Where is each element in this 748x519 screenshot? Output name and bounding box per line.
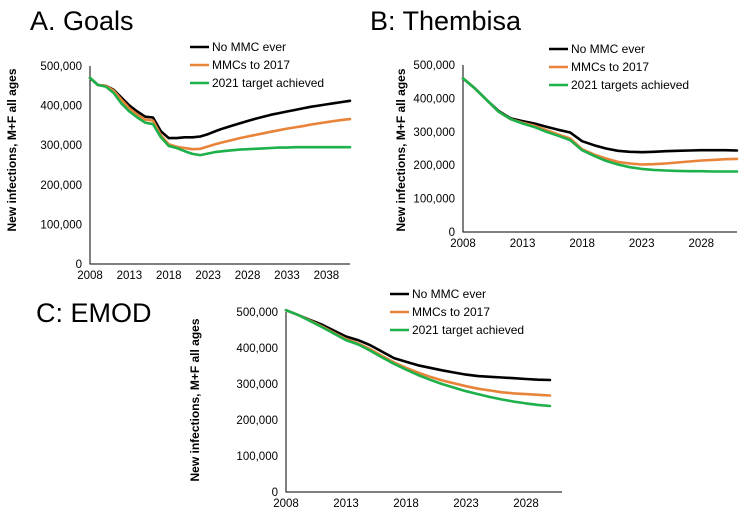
y-tick-label: 500,000 bbox=[236, 307, 278, 319]
y-tick-labels-goals: 0 100,000 200,000 300,000 400,000 500,000 bbox=[40, 61, 82, 271]
panel-goals: A. Goals New infections, M+F all ages 0 1… bbox=[5, 6, 352, 282]
y-tick-label: 100,000 bbox=[40, 219, 82, 231]
series-line-mmcs-to-2017 bbox=[88, 76, 352, 151]
y-tick-label: 300,000 bbox=[236, 379, 278, 391]
legend-thembisa: No MMC ever MMCs to 2017 2021 targets ac… bbox=[549, 42, 689, 92]
legend-label-mmc-2017: MMCs to 2017 bbox=[212, 58, 290, 72]
legend-label-no-mmc: No MMC ever bbox=[412, 287, 486, 301]
series-line-2021-target-achieved bbox=[88, 76, 352, 157]
y-tick-label: 200,000 bbox=[413, 160, 455, 172]
x-tick-label: 2008 bbox=[77, 270, 103, 282]
series-lines-goals bbox=[88, 76, 352, 157]
panel-title-emod: C: EMOD bbox=[36, 298, 152, 328]
y-tick-label: 400,000 bbox=[413, 93, 455, 105]
y-tick-label: 500,000 bbox=[40, 61, 82, 73]
series-line-2021-targets-achieved bbox=[461, 77, 739, 173]
y-tick-label: 0 bbox=[272, 487, 278, 499]
axes-emod bbox=[285, 312, 562, 493]
axes-thembisa bbox=[462, 65, 737, 233]
x-tick-label: 2023 bbox=[629, 238, 655, 250]
series-lines-thembisa bbox=[461, 77, 739, 173]
x-tick-label: 2018 bbox=[569, 238, 595, 250]
x-tick-label: 2028 bbox=[513, 498, 539, 510]
x-tick-labels-goals: 2008 2013 2018 2023 2028 2033 2038 bbox=[77, 270, 339, 282]
x-tick-label: 2018 bbox=[393, 498, 419, 510]
series-lines-emod bbox=[284, 308, 552, 408]
panel-emod: C: EMOD New infections, M+F all ages 0 10… bbox=[36, 287, 562, 510]
y-tick-label: 400,000 bbox=[236, 343, 278, 355]
x-tick-labels-thembisa: 2008 2013 2018 2023 2028 bbox=[450, 238, 714, 250]
x-tick-label: 2023 bbox=[195, 270, 221, 282]
legend-label-target: 2021 target achieved bbox=[212, 76, 324, 90]
panel-thembisa: B: Thembisa New infections, M+F all ages… bbox=[370, 6, 739, 250]
x-tick-label: 2013 bbox=[117, 270, 143, 282]
y-tick-label: 0 bbox=[449, 227, 455, 239]
x-tick-label: 2033 bbox=[274, 270, 300, 282]
y-tick-label: 0 bbox=[76, 259, 82, 271]
y-tick-label: 500,000 bbox=[413, 60, 455, 72]
series-line-no-mmc-ever bbox=[284, 308, 552, 382]
y-axis-label-goals: New infections, M+F all ages bbox=[5, 68, 19, 231]
y-tick-label: 300,000 bbox=[40, 140, 82, 152]
legend-label-target: 2021 target achieved bbox=[412, 323, 524, 337]
y-axis-label-emod: New infections, M+F all ages bbox=[188, 318, 202, 481]
x-tick-label: 2028 bbox=[688, 238, 714, 250]
series-line-no-mmc-ever bbox=[88, 76, 352, 140]
legend-goals: No MMC ever MMCs to 2017 2021 target ach… bbox=[190, 40, 324, 90]
x-tick-label: 2008 bbox=[273, 498, 299, 510]
x-tick-label: 2023 bbox=[453, 498, 479, 510]
x-tick-label: 2038 bbox=[314, 270, 340, 282]
panel-title-goals: A. Goals bbox=[30, 6, 134, 36]
y-tick-label: 100,000 bbox=[236, 451, 278, 463]
y-axis-label-thembisa: New infections, M+F all ages bbox=[394, 68, 408, 231]
legend-label-target: 2021 targets achieved bbox=[571, 78, 689, 92]
legend-label-no-mmc: No MMC ever bbox=[571, 42, 645, 56]
series-line-2021-target-achieved bbox=[284, 308, 552, 408]
legend-label-mmc-2017: MMCs to 2017 bbox=[571, 60, 649, 74]
legend-emod: No MMC ever MMCs to 2017 2021 target ach… bbox=[390, 287, 524, 337]
panel-title-thembisa: B: Thembisa bbox=[370, 6, 522, 36]
y-tick-label: 400,000 bbox=[40, 101, 82, 113]
x-tick-label: 2008 bbox=[450, 238, 476, 250]
x-tick-labels-emod: 2008 2013 2018 2023 2028 bbox=[273, 498, 539, 510]
x-tick-label: 2018 bbox=[156, 270, 182, 282]
x-tick-label: 2013 bbox=[510, 238, 536, 250]
legend-label-no-mmc: No MMC ever bbox=[212, 40, 286, 54]
y-tick-label: 200,000 bbox=[40, 180, 82, 192]
y-tick-label: 100,000 bbox=[413, 194, 455, 206]
axes-goals bbox=[89, 66, 350, 265]
y-tick-label: 300,000 bbox=[413, 127, 455, 139]
y-tick-labels-thembisa: 0 100,000 200,000 300,000 400,000 500,000 bbox=[413, 60, 455, 239]
x-tick-label: 2013 bbox=[333, 498, 359, 510]
legend-label-mmc-2017: MMCs to 2017 bbox=[412, 305, 490, 319]
y-tick-labels-emod: 0 100,000 200,000 300,000 400,000 500,000 bbox=[236, 307, 278, 499]
y-tick-label: 200,000 bbox=[236, 415, 278, 427]
x-tick-label: 2028 bbox=[235, 270, 261, 282]
